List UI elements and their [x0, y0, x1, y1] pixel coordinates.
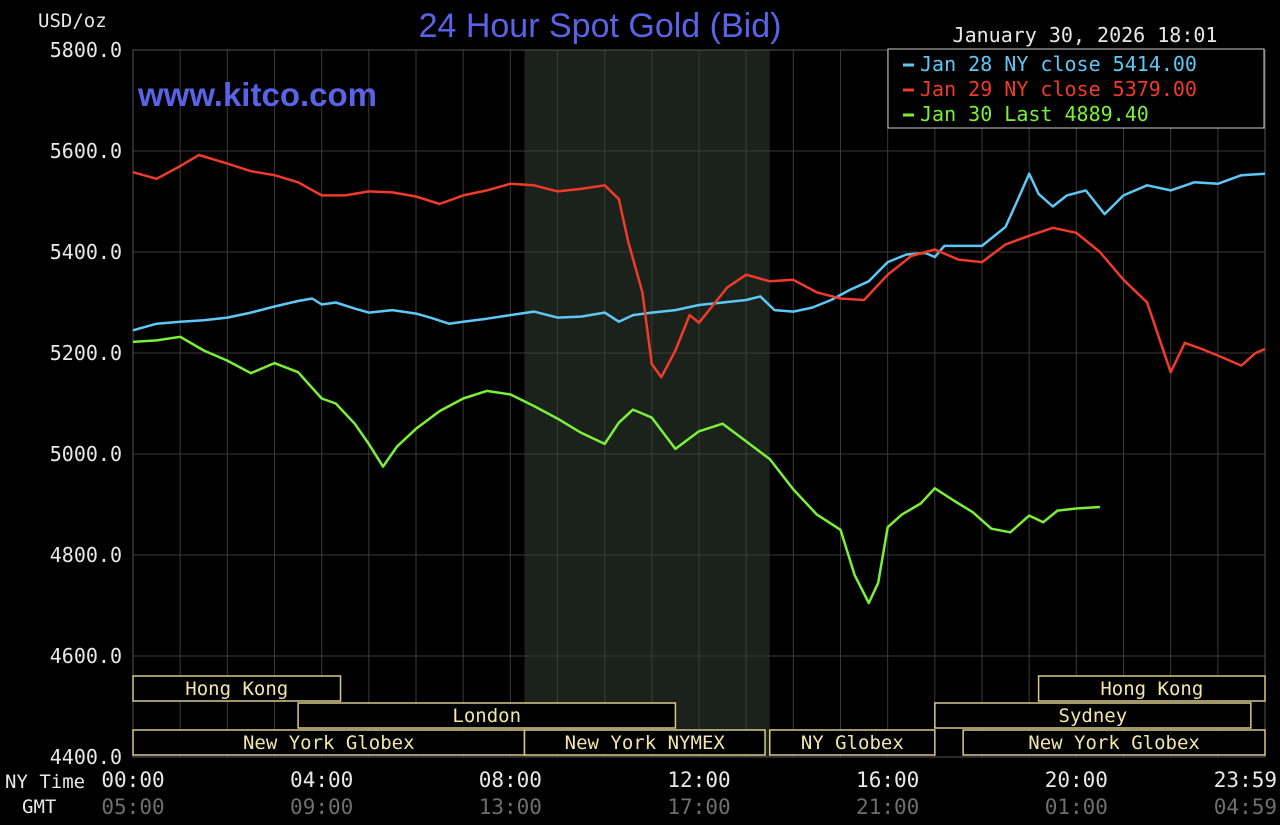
y-tick-label: 5800.0 [50, 38, 122, 62]
ny-time-label: NY Time [5, 771, 85, 793]
legend-box [887, 48, 1265, 129]
session-label: New York Globex [1028, 732, 1200, 754]
x-tick-label-ny: 20:00 [1045, 768, 1108, 792]
y-tick-label: 4400.0 [50, 745, 122, 769]
session-label: Hong Kong [1100, 678, 1203, 700]
session-label: Hong Kong [185, 678, 288, 700]
session-label: London [452, 705, 521, 727]
y-tick-label: 4800.0 [50, 543, 122, 567]
series-line-3 [132, 335, 1100, 605]
chart-timestamp: January 30, 2026 18:01 [953, 23, 1218, 47]
x-tick-label-gmt: 04:59 [1214, 795, 1277, 819]
y-tick-label: 5400.0 [50, 240, 122, 264]
x-tick-label-ny: 00:00 [101, 768, 164, 792]
x-tick-label-ny: 08:00 [479, 768, 542, 792]
session-label: Sydney [1059, 705, 1128, 727]
x-tick-label-gmt: 01:00 [1045, 795, 1108, 819]
x-tick-label-gmt: 05:00 [101, 795, 164, 819]
session-box [1037, 675, 1266, 702]
x-tick-label-gmt: 13:00 [479, 795, 542, 819]
x-tick-label-gmt: 21:00 [856, 795, 919, 819]
price-series [132, 153, 1266, 605]
x-axis-tick-labels: 00:00 05:00 04:00 09:00 08:00 13:00 12:00 17:00… [101, 768, 1277, 819]
x-tick-label-ny: 12:00 [667, 768, 730, 792]
watermark: www.kitco.com [137, 76, 377, 113]
gmt-label: GMT [22, 796, 56, 818]
series-line-1 [132, 172, 1266, 332]
y-axis-unit-label: USD/oz [38, 10, 107, 32]
plot-frame [132, 49, 1266, 758]
y-tick-label: 5600.0 [50, 139, 122, 163]
x-tick-label-ny: 23:59 [1214, 768, 1277, 792]
y-tick-label: 5200.0 [50, 341, 122, 365]
nymex-session-shade [524, 50, 770, 757]
session-label: NY Globex [801, 732, 904, 754]
y-tick-label: 4600.0 [50, 644, 122, 668]
x-tick-label-ny: 16:00 [856, 768, 919, 792]
chart-title: 24 Hour Spot Gold (Bid) [419, 7, 782, 45]
session-box [132, 675, 342, 702]
session-box [962, 729, 1266, 756]
session-box [523, 729, 766, 756]
session-box [132, 729, 526, 756]
session-label: New York Globex [243, 732, 415, 754]
session-label: New York NYMEX [565, 732, 726, 754]
y-axis-tick-labels: 5800.0 5600.0 5400.0 5200.0 5000.0 4800.0 4600… [50, 38, 122, 769]
x-tick-label-gmt: 09:00 [290, 795, 353, 819]
y-tick-label: 5000.0 [50, 442, 122, 466]
series-line-2 [132, 153, 1266, 379]
x-tick-label-gmt: 17:00 [667, 795, 730, 819]
x-tick-label-ny: 04:00 [290, 768, 353, 792]
session-box [769, 729, 936, 756]
legend-entry: Jan 28 NY close 5414.00 [920, 52, 1197, 76]
session-box [297, 702, 677, 729]
legend-entry: Jan 30 Last 4889.40 [920, 102, 1149, 126]
session-box [934, 702, 1252, 729]
market-sessions: Hong Kong London New York Globex New York N… [132, 675, 1266, 756]
legend-entry: Jan 29 NY close 5379.00 [920, 77, 1197, 101]
